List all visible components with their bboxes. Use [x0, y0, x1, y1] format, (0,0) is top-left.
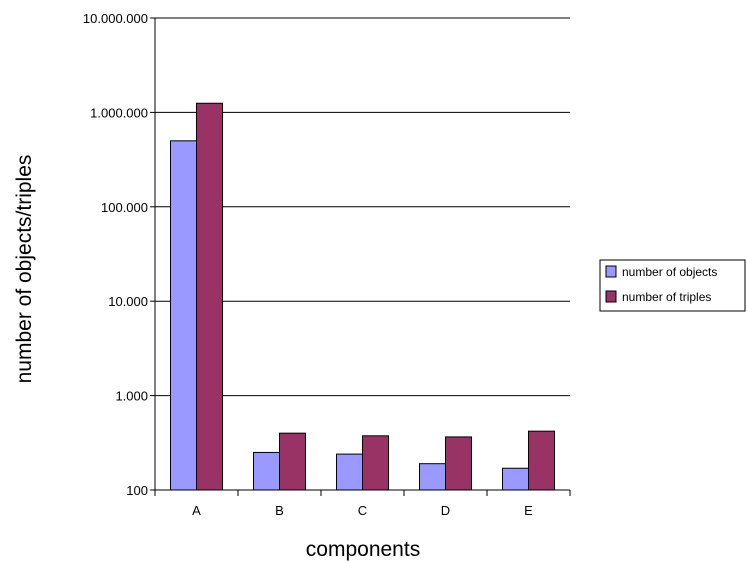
legend-label-triples: number of triples: [622, 290, 711, 304]
x-tick-label: E: [524, 503, 533, 518]
legend: number of objects number of triples: [599, 259, 746, 312]
x-tick-label: B: [275, 503, 284, 518]
bar-objects-E: [502, 467, 529, 491]
y-tick-label: 10.000: [108, 294, 148, 309]
legend-swatch-objects: [605, 265, 617, 278]
y-axis-title: number of objects/triples: [13, 155, 36, 384]
bar-objects-D: [419, 463, 446, 491]
bar-objects-A: [170, 140, 197, 491]
y-tick-label: 1.000.000: [90, 105, 148, 120]
bar-triples-B: [279, 432, 306, 491]
y-tick-labels: 100 1.000 10.000 100.000 1.000.000 10.000.000: [83, 11, 148, 498]
bar-triples-A: [196, 102, 223, 491]
y-tick-label: 100.000: [101, 200, 148, 215]
legend-swatch-triples: [605, 290, 617, 303]
x-tick-label: C: [358, 503, 367, 518]
bar-objects-B: [253, 451, 280, 491]
legend-frame: [599, 259, 746, 312]
y-tick-label: 100: [126, 483, 148, 498]
x-tick-label: D: [441, 503, 450, 518]
bars: [170, 102, 555, 491]
x-tick-labels: A B C D E: [192, 503, 533, 518]
bar-triples-E: [528, 430, 555, 491]
x-tick-label: A: [192, 503, 201, 518]
axes: [150, 17, 571, 496]
gridlines: [155, 17, 570, 397]
y-tick-label: 1.000: [115, 389, 148, 404]
legend-label-objects: number of objects: [622, 265, 717, 279]
bar-triples-C: [362, 435, 389, 491]
y-tick-label: 10.000.000: [83, 11, 148, 26]
bar-objects-C: [336, 453, 363, 491]
bar-triples-D: [445, 436, 472, 491]
x-axis-title: components: [306, 538, 420, 561]
